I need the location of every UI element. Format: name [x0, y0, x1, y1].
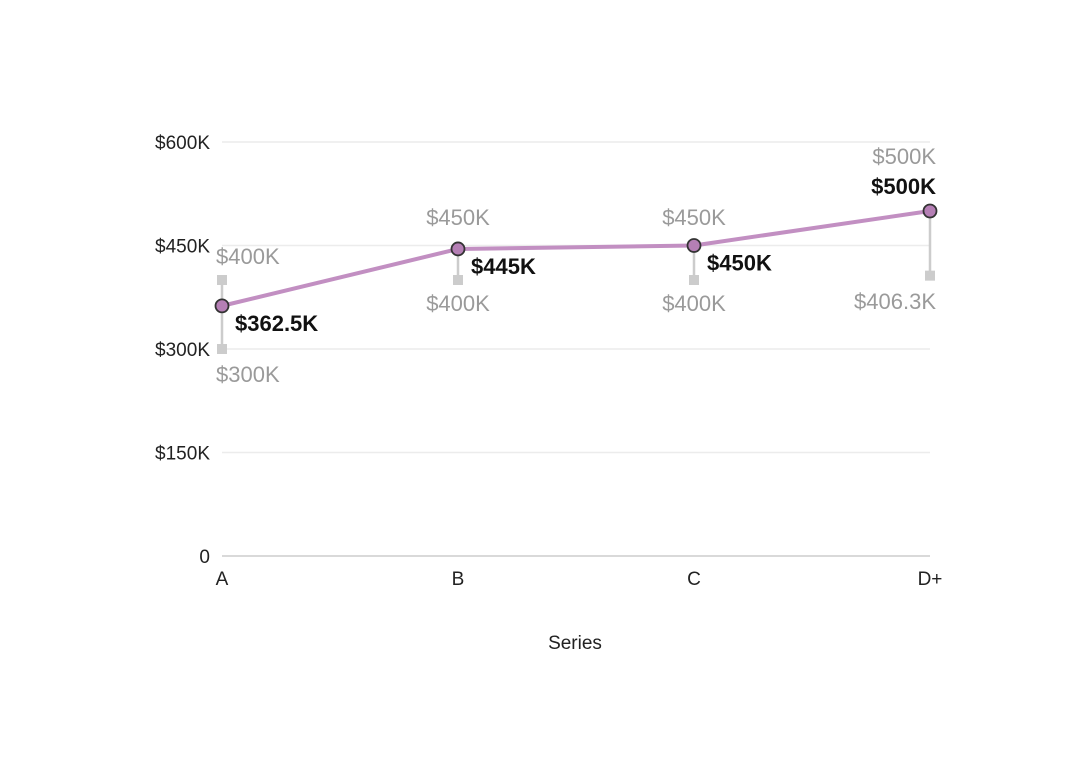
x-tick-label: C: [687, 569, 701, 590]
x-axis-title: Series: [548, 633, 602, 654]
series-line-layer: [220, 209, 932, 308]
y-tick-label: $150K: [155, 444, 210, 465]
range-high-label: $450K: [426, 205, 490, 230]
y-tick-label: 0: [199, 547, 210, 568]
range-high-marker: [217, 275, 227, 285]
range-low-marker: [217, 344, 227, 354]
range-low-label: $300K: [216, 362, 280, 387]
data-point: [450, 241, 466, 257]
y-axis-ticks: 0 $150K $300K $450K $600K: [155, 133, 210, 568]
x-tick-label: A: [216, 569, 229, 590]
range-low-label: $406.3K: [854, 289, 936, 314]
x-tick-label: B: [452, 569, 465, 590]
range-high-label: $450K: [662, 205, 726, 230]
range-low-label: $400K: [426, 291, 490, 316]
y-tick-label: $300K: [155, 340, 210, 361]
data-labels: $400K $300K $450K $400K $450K $400K $500K $406.…: [216, 144, 936, 387]
x-axis-ticks: A B C D+: [216, 569, 943, 590]
range-low-marker: [689, 275, 699, 285]
gridlines: [222, 141, 930, 557]
data-point: [214, 298, 230, 314]
data-value-label: $445K: [471, 254, 536, 279]
data-point: [686, 238, 702, 253]
data-value-label: $500K: [871, 174, 936, 199]
range-low-label: $400K: [662, 291, 726, 316]
range-high-label: $400K: [216, 244, 280, 269]
x-tick-label: D+: [918, 569, 943, 590]
data-points: [214, 203, 938, 314]
data-value-label: $362.5K: [235, 311, 318, 336]
range-low-marker: [925, 270, 935, 281]
data-value-label: $450K: [707, 251, 772, 276]
range-low-marker: [453, 275, 463, 285]
range-whiskers: [217, 211, 935, 354]
data-point: [922, 203, 938, 219]
y-tick-label: $600K: [155, 133, 210, 154]
series-line: [220, 209, 932, 308]
range-high-label: $500K: [872, 144, 936, 169]
y-tick-label: $450K: [155, 237, 210, 258]
